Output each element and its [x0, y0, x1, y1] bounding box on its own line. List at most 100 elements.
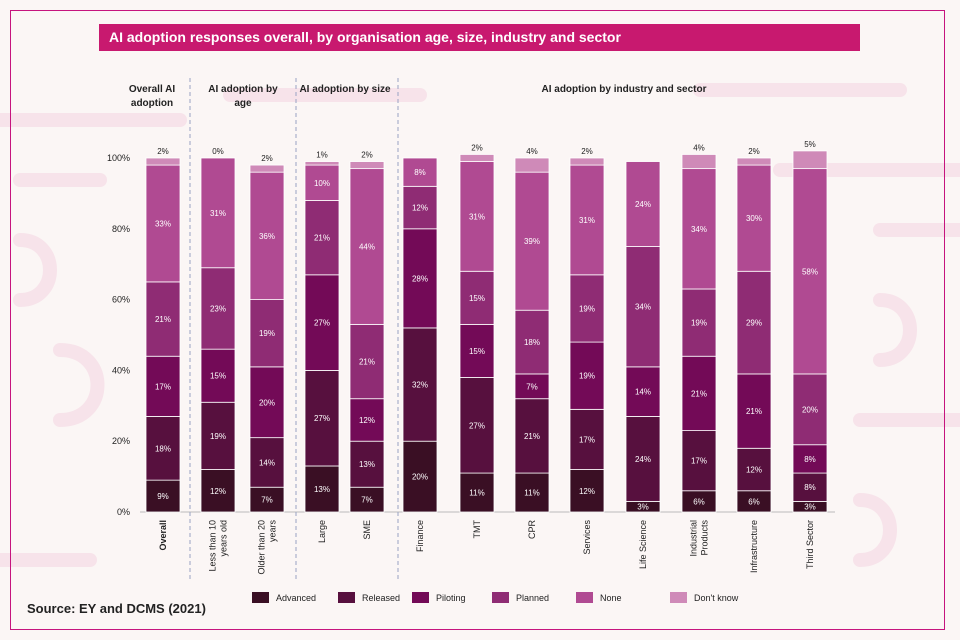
- data-label: 19%: [259, 329, 275, 338]
- data-label: 9%: [157, 492, 169, 501]
- data-label: 18%: [155, 444, 171, 453]
- bar-segment: [625, 246, 661, 368]
- data-label: 13%: [314, 485, 330, 494]
- category-label: Services: [582, 520, 592, 555]
- category-label-group: Industrial Products: [689, 520, 710, 557]
- bar-segment: [249, 299, 285, 368]
- data-label: 39%: [524, 237, 540, 246]
- category-label-group: Large: [317, 520, 327, 543]
- bar-segment: [792, 168, 828, 375]
- legend-label: None: [600, 593, 622, 603]
- category-label: Infrastructure: [749, 520, 759, 573]
- bar-segment: [402, 440, 438, 513]
- legend-label: Piloting: [436, 593, 466, 603]
- y-tick-label: 40%: [112, 365, 130, 375]
- data-label: 21%: [524, 432, 540, 441]
- data-label: 13%: [359, 460, 375, 469]
- data-label: 33%: [155, 219, 171, 228]
- data-label: 34%: [691, 225, 707, 234]
- data-label: 2%: [261, 154, 273, 163]
- y-tick-label: 0%: [117, 507, 130, 517]
- data-label: 31%: [579, 216, 595, 225]
- data-label: 58%: [802, 267, 818, 276]
- bar-segment: [569, 157, 605, 166]
- group-header: AI adoption by: [208, 84, 278, 95]
- bar-segment: [681, 355, 717, 431]
- bar-segment: [625, 416, 661, 502]
- category-label: Overall: [158, 520, 168, 551]
- data-label: 44%: [359, 243, 375, 252]
- data-label: 12%: [412, 204, 428, 213]
- data-label: 19%: [691, 319, 707, 328]
- bar-segment: [625, 161, 661, 247]
- data-label: 2%: [157, 147, 169, 156]
- data-label: 1%: [316, 151, 328, 160]
- bar-segment: [569, 469, 605, 513]
- data-label: 18%: [524, 338, 540, 347]
- group-header: AI adoption by industry and sector: [541, 84, 706, 95]
- bar-segment: [459, 161, 495, 272]
- data-label: 20%: [802, 405, 818, 414]
- data-label: 12%: [359, 416, 375, 425]
- data-label: 15%: [469, 294, 485, 303]
- y-tick-label: 100%: [107, 153, 130, 163]
- data-label: 3%: [637, 503, 649, 512]
- category-label-group: Less than 10 years old: [208, 520, 229, 572]
- bar-segment: [459, 377, 495, 474]
- data-label: 20%: [259, 398, 275, 407]
- group-header: AI adoption by size: [299, 84, 391, 95]
- category-label: Older than 20: [257, 520, 267, 575]
- data-label: 32%: [412, 381, 428, 390]
- bar-segment: [514, 398, 550, 474]
- bar-segment: [402, 228, 438, 329]
- bar-segment: [249, 164, 285, 173]
- bar-segment: [736, 157, 772, 166]
- bar-segment: [304, 161, 340, 166]
- data-label: 0%: [212, 147, 224, 156]
- bar-segment: [249, 486, 285, 513]
- y-tick-label: 20%: [112, 436, 130, 446]
- bar-segment: [145, 164, 181, 283]
- bar-segment: [145, 281, 181, 357]
- bar-segment: [402, 157, 438, 187]
- title-bar: AI adoption responses overall, by organi…: [99, 24, 860, 51]
- data-label: 21%: [746, 407, 762, 416]
- bar-segment: [681, 430, 717, 492]
- data-label: 14%: [635, 388, 651, 397]
- data-label: 21%: [359, 358, 375, 367]
- legend-label: Planned: [516, 593, 549, 603]
- data-label: 17%: [579, 435, 595, 444]
- legend-swatch: [412, 592, 429, 603]
- category-label-group: Infrastructure: [749, 520, 759, 573]
- bar-segment: [145, 416, 181, 481]
- bar-segment: [736, 270, 772, 375]
- bar-segment: [145, 157, 181, 166]
- data-label: 2%: [361, 151, 373, 160]
- data-label: 19%: [579, 304, 595, 313]
- group-header: age: [234, 98, 252, 109]
- data-label: 2%: [471, 143, 483, 152]
- data-label: 8%: [804, 483, 816, 492]
- bar-segment: [792, 373, 828, 446]
- data-label: 21%: [691, 389, 707, 398]
- source-note: Source: EY and DCMS (2021): [27, 601, 206, 616]
- category-label: Less than 10: [208, 520, 218, 572]
- category-label: SME: [362, 520, 372, 540]
- category-label: years: [268, 520, 278, 543]
- bar-segment: [736, 447, 772, 492]
- bar-segment: [625, 366, 661, 417]
- bar-segment: [304, 164, 340, 201]
- legend-label: Don't know: [694, 593, 739, 603]
- category-label-group: SME: [362, 520, 372, 540]
- data-label: 7%: [261, 496, 273, 505]
- data-label: 29%: [746, 319, 762, 328]
- category-label: TMT: [472, 520, 482, 539]
- bar-segment: [200, 157, 236, 269]
- data-label: 19%: [579, 372, 595, 381]
- bar-segment: [459, 270, 495, 325]
- bar-segment: [569, 408, 605, 470]
- data-label: 7%: [361, 496, 373, 505]
- bar-segment: [681, 154, 717, 170]
